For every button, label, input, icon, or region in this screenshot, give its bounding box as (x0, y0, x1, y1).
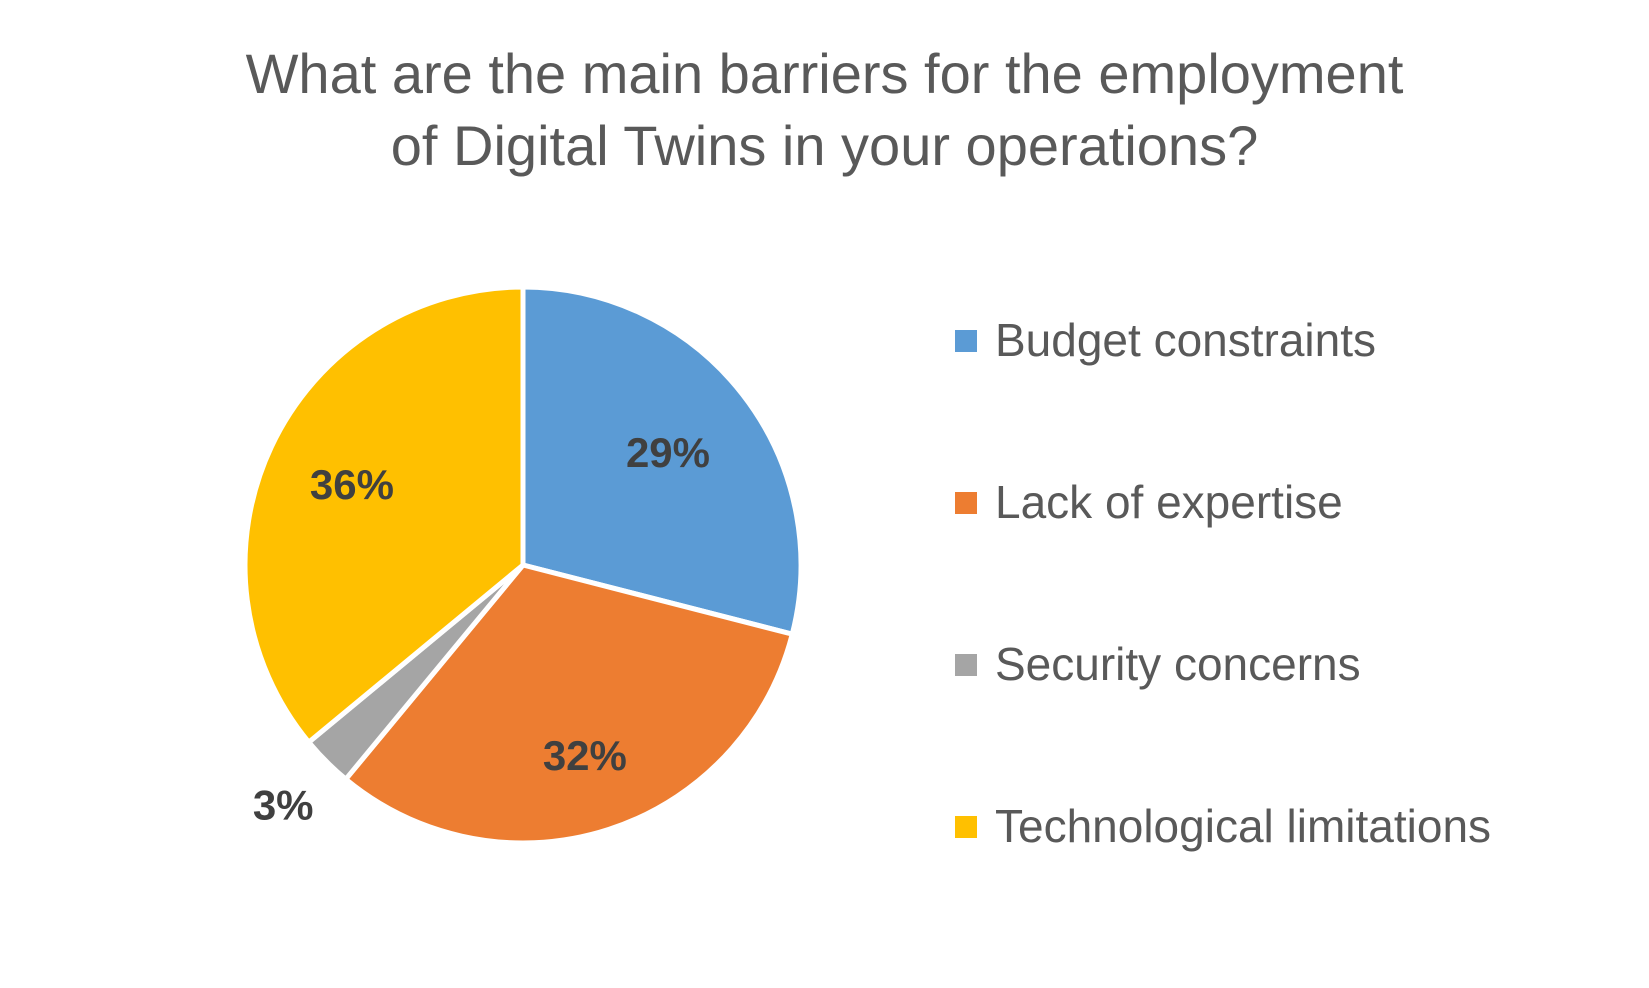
chart-title-line-1: What are the main barriers for the emplo… (245, 42, 1404, 105)
legend-item-lack-of-expertise: Lack of expertise (955, 470, 1635, 632)
legend-swatch-technological-limitations (955, 816, 977, 838)
pie-slice-technological-limitations (242, 284, 526, 745)
legend-label-security-concerns: Security concerns (995, 638, 1361, 690)
legend-item-budget-constraints: Budget constraints (955, 308, 1635, 470)
data-label-lack-of-expertise: 32% (543, 732, 627, 779)
legend-label-budget-constraints: Budget constraints (995, 314, 1377, 366)
data-label-budget-constraints: 29% (626, 429, 710, 476)
chart-title: What are the main barriers for the emplo… (0, 38, 1649, 182)
legend-swatch-lack-of-expertise (955, 492, 977, 514)
legend-label-lack-of-expertise: Lack of expertise (995, 476, 1343, 528)
legend-label-technological-limitations: Technological limitations (995, 800, 1492, 852)
data-label-technological-limitations: 36% (310, 461, 394, 508)
legend: Budget constraints Lack of expertise Sec… (955, 308, 1635, 956)
chart-title-line-2: of Digital Twins in your operations? (390, 114, 1259, 177)
legend-swatch-budget-constraints (955, 330, 977, 352)
legend-swatch-security-concerns (955, 654, 977, 676)
data-label-security-concerns: 3% (253, 781, 314, 828)
legend-item-security-concerns: Security concerns (955, 632, 1635, 794)
pie-slice-lack-of-expertise (343, 562, 795, 846)
legend-item-technological-limitations: Technological limitations (955, 794, 1635, 956)
pie-slice-budget-constraints (520, 284, 804, 637)
